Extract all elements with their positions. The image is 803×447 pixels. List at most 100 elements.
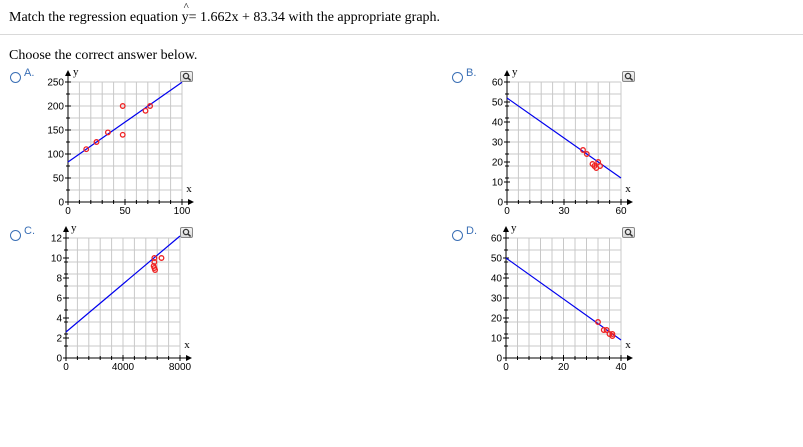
y-axis-arrow — [503, 226, 509, 232]
x-tick-label: 0 — [504, 206, 510, 217]
y-tick-label: 0 — [496, 354, 502, 365]
y-tick-label: 4 — [56, 314, 62, 325]
y-axis-label: y — [73, 66, 79, 78]
data-point — [600, 327, 607, 333]
x-axis-label: x — [184, 339, 190, 351]
y-tick-label: 50 — [53, 174, 65, 185]
y-tick-label: 0 — [56, 354, 62, 365]
x-tick-label: 50 — [119, 206, 131, 217]
data-point — [595, 319, 601, 325]
x-tick-label: 0 — [503, 362, 509, 373]
answer-prompt: Choose the correct answer below. — [9, 48, 198, 63]
option-radio[interactable] — [10, 72, 21, 83]
option-radio[interactable] — [452, 72, 463, 83]
regression-line — [65, 235, 181, 333]
x-tick-label: 60 — [615, 206, 627, 217]
grid-lines — [505, 237, 622, 359]
x-tick-label: 20 — [558, 362, 570, 373]
option-letter[interactable]: D. — [466, 225, 477, 237]
y-tick-label: 50 — [491, 254, 503, 265]
x-axis-label: x — [625, 339, 631, 351]
y-axis-arrow — [63, 226, 69, 232]
data-point — [593, 165, 600, 171]
y-tick-label: 10 — [491, 334, 503, 345]
y-tick-label: 2 — [56, 334, 62, 345]
y-tick-label: 30 — [491, 294, 503, 305]
y-tick-label: 0 — [58, 198, 64, 209]
y-tick-label: 20 — [492, 158, 504, 169]
x-axis-label: x — [186, 183, 192, 195]
y-tick-label: 250 — [47, 78, 64, 89]
data-point — [583, 151, 590, 157]
data-point — [142, 107, 149, 114]
y-variable: y — [181, 10, 189, 25]
x-axis-arrow — [627, 199, 633, 205]
y-axis-label: y — [511, 222, 517, 234]
option-radio[interactable] — [10, 230, 21, 241]
x-tick-label: 40 — [615, 362, 627, 373]
data-point — [147, 103, 154, 109]
question-text: Match the regression equation ^ y= 1.662x… — [9, 1, 441, 26]
option-letter[interactable]: C. — [24, 225, 35, 237]
data-point — [609, 333, 616, 339]
x-axis-label: x — [625, 183, 631, 195]
question-prefix: Match the regression equation — [9, 10, 179, 25]
data-point — [83, 146, 90, 153]
data-point — [158, 255, 165, 261]
y-tick-label: 200 — [47, 102, 64, 113]
x-tick-label: 100 — [174, 206, 191, 217]
x-tick-label: 0 — [65, 206, 71, 217]
data-point — [603, 327, 610, 333]
y-tick-label: 150 — [47, 126, 64, 137]
grid-lines — [506, 81, 622, 203]
data-point — [609, 331, 616, 337]
regression-line — [505, 257, 622, 341]
equation-text: = 1.662x + 83.34 with the appropriate gr… — [188, 10, 441, 25]
x-tick-label: 0 — [63, 362, 69, 373]
zoom-icon[interactable] — [180, 227, 193, 238]
option-radio[interactable] — [452, 230, 463, 241]
y-hat-symbol: ^ y — [181, 1, 189, 26]
y-axis-label: y — [71, 222, 77, 234]
data-point — [119, 131, 126, 138]
y-tick-label: 60 — [491, 234, 503, 245]
x-axis-arrow — [627, 355, 633, 361]
x-tick-label: 30 — [558, 206, 570, 217]
y-tick-label: 6 — [56, 294, 62, 305]
zoom-icon[interactable] — [622, 71, 635, 82]
y-tick-label: 20 — [491, 314, 503, 325]
y-tick-label: 40 — [492, 118, 504, 129]
y-tick-label: 8 — [56, 274, 62, 285]
x-axis-arrow — [188, 199, 194, 205]
y-tick-label: 10 — [51, 254, 63, 265]
x-tick-label: 8000 — [169, 362, 192, 373]
data-point — [580, 147, 586, 153]
x-tick-label: 4000 — [112, 362, 135, 373]
y-tick-label: 12 — [51, 234, 63, 245]
x-axis-arrow — [186, 355, 192, 361]
option-letter[interactable]: A. — [24, 67, 35, 79]
data-point — [104, 129, 111, 136]
data-point — [119, 103, 126, 109]
data-point — [93, 139, 100, 145]
y-tick-label: 50 — [492, 98, 504, 109]
y-axis-label: y — [512, 66, 518, 78]
y-tick-label: 10 — [492, 178, 504, 189]
data-point — [152, 267, 159, 273]
y-tick-label: 100 — [47, 150, 64, 161]
y-tick-label: 40 — [491, 274, 503, 285]
zoom-icon[interactable] — [180, 71, 193, 82]
y-tick-label: 60 — [492, 78, 504, 89]
regression-line — [67, 81, 183, 163]
divider — [0, 34, 803, 35]
y-axis-arrow — [65, 70, 71, 76]
y-tick-label: 30 — [492, 138, 504, 149]
option-letter[interactable]: B. — [466, 67, 477, 79]
hat-mark: ^ — [183, 1, 189, 13]
y-axis-arrow — [504, 70, 510, 76]
zoom-icon[interactable] — [622, 227, 635, 238]
